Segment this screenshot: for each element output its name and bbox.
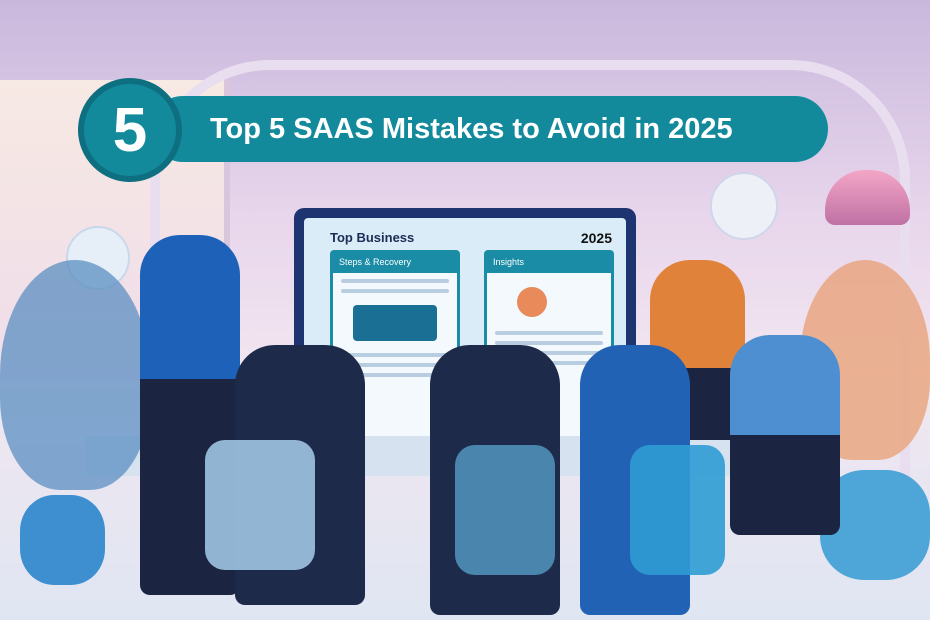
vase-left xyxy=(20,495,105,585)
screen-title: Top Business xyxy=(330,230,415,245)
number-badge: 5 xyxy=(78,78,182,182)
banner-title: Top 5 SAAS Mistakes to Avoid in 2025 xyxy=(210,112,733,145)
chair xyxy=(455,445,555,575)
screen-year: 2025 xyxy=(580,230,612,246)
title-banner: Top 5 SAAS Mistakes to Avoid in 2025 xyxy=(150,96,828,162)
pendant-lamp xyxy=(825,170,910,225)
attendee-4 xyxy=(730,335,840,535)
panel-header: Insights xyxy=(487,253,611,273)
panel-header: Steps & Recovery xyxy=(333,253,457,273)
plant-left xyxy=(0,260,150,490)
chair xyxy=(205,440,315,570)
chair xyxy=(630,445,725,575)
document-icon xyxy=(710,172,778,240)
